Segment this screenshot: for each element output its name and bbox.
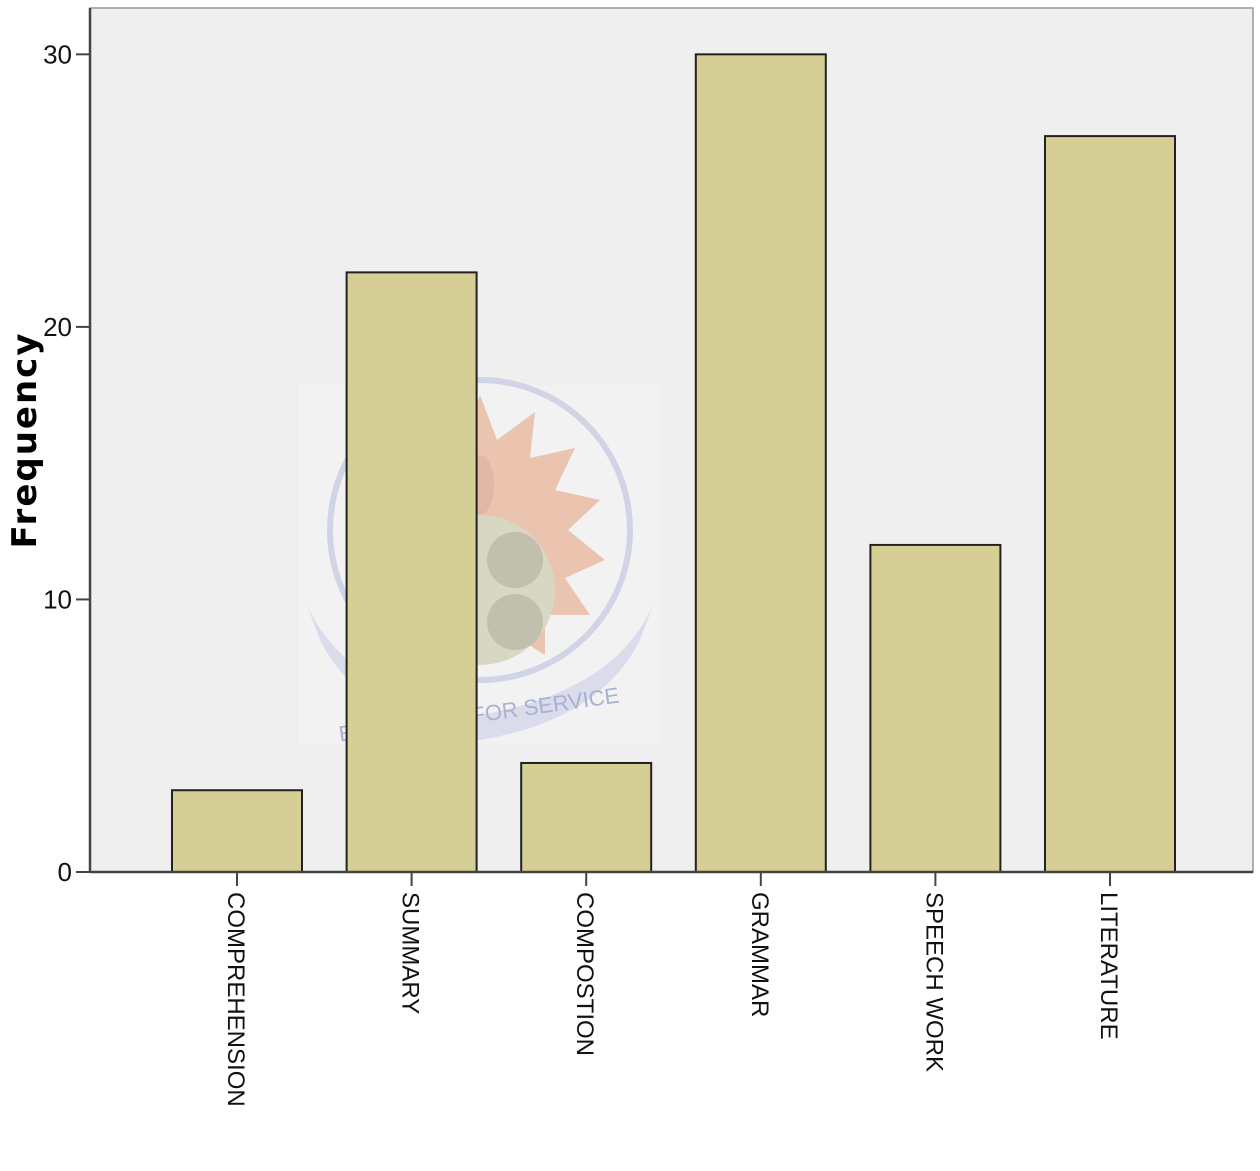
bar-summary (345, 271, 478, 873)
x-tick-label: LITERATURE (1095, 892, 1122, 1040)
x-tick-label: SPEECH WORK (920, 892, 947, 1072)
y-axis-title: Frequency (5, 331, 45, 548)
bar-comprehension (171, 789, 303, 874)
bar-speech-work (869, 543, 1002, 874)
x-tick-label: COMPREHENSION (222, 892, 249, 1107)
bar-grammar (694, 53, 827, 873)
x-tick-label: COMPOSTION (571, 892, 598, 1056)
y-tick-label: 10 (43, 584, 72, 614)
bar-compostion (520, 761, 653, 873)
x-tick-label: SUMMARY (397, 892, 424, 1014)
y-tick-label: 0 (58, 857, 72, 887)
y-tick-label: 30 (43, 39, 72, 69)
y-tick-label: 20 (43, 312, 72, 342)
x-tick-label: GRAMMAR (746, 892, 773, 1017)
bar-literature (1044, 135, 1176, 873)
